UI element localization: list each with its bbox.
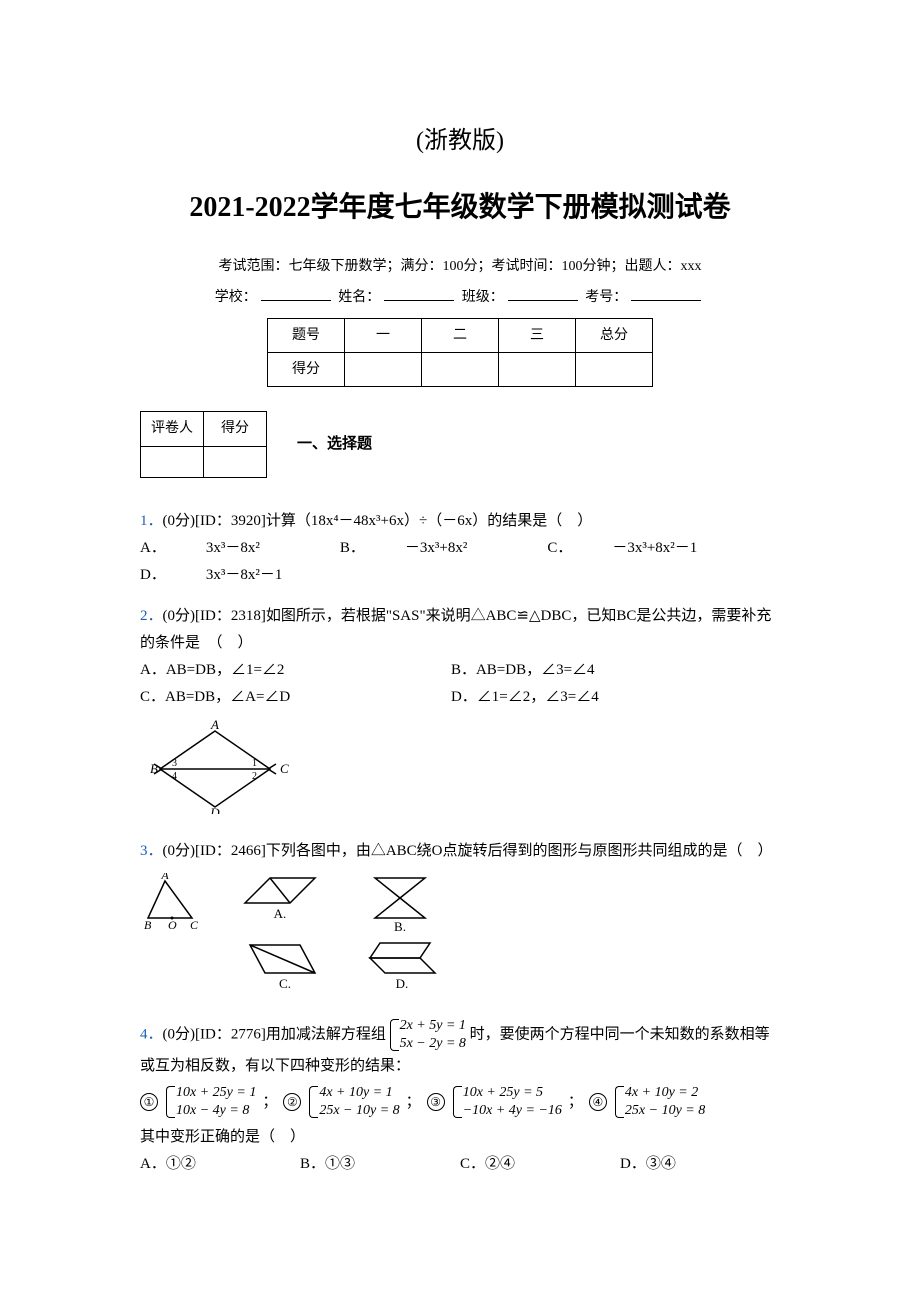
score-row-4: [576, 353, 653, 387]
name-label: 姓名：: [338, 290, 380, 305]
class-blank: [508, 286, 578, 301]
q1-opt-b: B．－3x³+8x²: [340, 535, 507, 562]
q2-opt-c: C．AB=DB，∠A=∠D: [140, 684, 447, 711]
examno-blank: [631, 286, 701, 301]
page-title: 2021-2022学年度七年级数学下册模拟测试卷: [140, 183, 780, 233]
svg-text:2: 2: [252, 771, 257, 782]
svg-text:1: 1: [252, 758, 257, 769]
q4-t4-system: 4x + 10y = 2 25x − 10y = 8: [615, 1084, 705, 1120]
class-label: 班级：: [462, 290, 504, 305]
q4-t3-num: ③: [427, 1093, 445, 1111]
q1-opt-c: C．－3x³+8x²－1: [547, 535, 737, 562]
score-table: 题号 一 二 三 总分 得分: [267, 318, 653, 387]
q1-meta: (0分)[ID：3920]: [163, 513, 266, 529]
grader-header-1: 得分: [204, 412, 267, 446]
score-row-0: 得分: [268, 353, 345, 387]
q4-t1-num: ①: [140, 1093, 158, 1111]
q4-sep-2: ；: [406, 1089, 421, 1116]
q1-text: 计算（18x⁴－48x³+6x）÷（－6x）的结果是（ ）: [266, 513, 592, 529]
svg-text:C: C: [190, 918, 199, 932]
q1-opt-a: A．3x³－8x²: [140, 535, 300, 562]
score-row-1: [345, 353, 422, 387]
svg-text:B: B: [150, 761, 158, 776]
q4-text-before: 用加减法解方程组: [266, 1026, 386, 1042]
score-row-3: [499, 353, 576, 387]
q4-t4-num: ④: [589, 1093, 607, 1111]
q4-sep-3: ；: [568, 1089, 583, 1116]
svg-text:C: C: [280, 761, 289, 776]
svg-text:O: O: [168, 918, 177, 932]
q2-meta: (0分)[ID：2318]: [163, 608, 266, 624]
svg-text:B: B: [144, 918, 152, 932]
svg-text:3: 3: [172, 758, 177, 769]
q4-opt-c: C．②④: [460, 1151, 620, 1178]
q4-t2-num: ②: [283, 1093, 301, 1111]
score-header-3: 三: [499, 318, 576, 352]
grader-table: 评卷人 得分: [140, 411, 267, 477]
q2-number: 2．: [140, 608, 163, 624]
grader-row-1: [204, 446, 267, 477]
svg-text:D.: D.: [396, 976, 409, 991]
svg-text:D: D: [209, 805, 220, 814]
q2-diagram: A B C D 3 4 1 2: [140, 719, 780, 824]
question-1: 1．(0分)[ID：3920]计算（18x⁴－48x³+6x）÷（－6x）的结果…: [140, 508, 780, 589]
q4-main-system: 2x + 5y = 1 5x − 2y = 8: [390, 1017, 466, 1053]
school-blank: [261, 286, 331, 301]
q3-number: 3．: [140, 843, 163, 859]
question-4: 4．(0分)[ID：2776]用加减法解方程组 2x + 5y = 1 5x −…: [140, 1017, 780, 1179]
grader-header-0: 评卷人: [141, 412, 204, 446]
q1-number: 1．: [140, 513, 163, 529]
q4-t2-system: 4x + 10y = 1 25x − 10y = 8: [309, 1084, 399, 1120]
q4-t3-system: 10x + 25y = 5 −10x + 4y = −16: [453, 1084, 562, 1120]
q4-opt-d: D．③④: [620, 1151, 780, 1178]
student-info-line: 学校： 姓名： 班级： 考号：: [140, 285, 780, 310]
q4-opt-a: A．①②: [140, 1151, 300, 1178]
section-1-title: 一、选择题: [297, 431, 372, 458]
q3-diagram: A B O C A. B. C. D.: [140, 873, 780, 1003]
school-label: 学校：: [215, 290, 257, 305]
grader-row-0: [141, 446, 204, 477]
examno-label: 考号：: [585, 290, 627, 305]
svg-text:A.: A.: [274, 906, 287, 921]
score-header-2: 二: [422, 318, 499, 352]
edition-label: (浙教版): [140, 120, 780, 163]
q4-transforms: ① 10x + 25y = 1 10x − 4y = 8 ； ② 4x + 10…: [140, 1084, 780, 1120]
score-header-1: 一: [345, 318, 422, 352]
svg-text:C.: C.: [279, 976, 291, 991]
score-header-0: 题号: [268, 318, 345, 352]
question-3: 3．(0分)[ID：2466]下列各图中，由△ABC绕O点旋转后得到的图形与原图…: [140, 838, 780, 1003]
question-2: 2．(0分)[ID：2318]如图所示，若根据"SAS"来说明△ABC≌△DBC…: [140, 603, 780, 824]
q4-sep-1: ；: [262, 1089, 277, 1116]
q1-opt-d: D．3x³－8x²－1: [140, 562, 322, 589]
q2-opt-d: D．∠1=∠2，∠3=∠4: [451, 684, 758, 711]
svg-text:A: A: [210, 719, 219, 732]
q2-opt-b: B．AB=DB，∠3=∠4: [451, 657, 758, 684]
exam-info: 考试范围：七年级下册数学；满分：100分；考试时间：100分钟；出题人：xxx: [140, 254, 780, 279]
q4-t1-system: 10x + 25y = 1 10x − 4y = 8: [166, 1084, 256, 1120]
svg-text:B.: B.: [394, 919, 406, 934]
q4-result-text: 其中变形正确的是（ ）: [140, 1124, 780, 1151]
svg-text:A: A: [160, 873, 169, 882]
svg-text:4: 4: [172, 771, 177, 782]
q4-meta: (0分)[ID：2776]: [163, 1026, 266, 1042]
q4-opt-b: B．①③: [300, 1151, 460, 1178]
q4-number: 4．: [140, 1026, 163, 1042]
score-header-4: 总分: [576, 318, 653, 352]
q3-meta: (0分)[ID：2466]: [163, 843, 266, 859]
score-row-2: [422, 353, 499, 387]
q3-text: 下列各图中，由△ABC绕O点旋转后得到的图形与原图形共同组成的是（ ）: [266, 843, 773, 859]
q2-opt-a: A．AB=DB，∠1=∠2: [140, 657, 447, 684]
name-blank: [384, 286, 454, 301]
